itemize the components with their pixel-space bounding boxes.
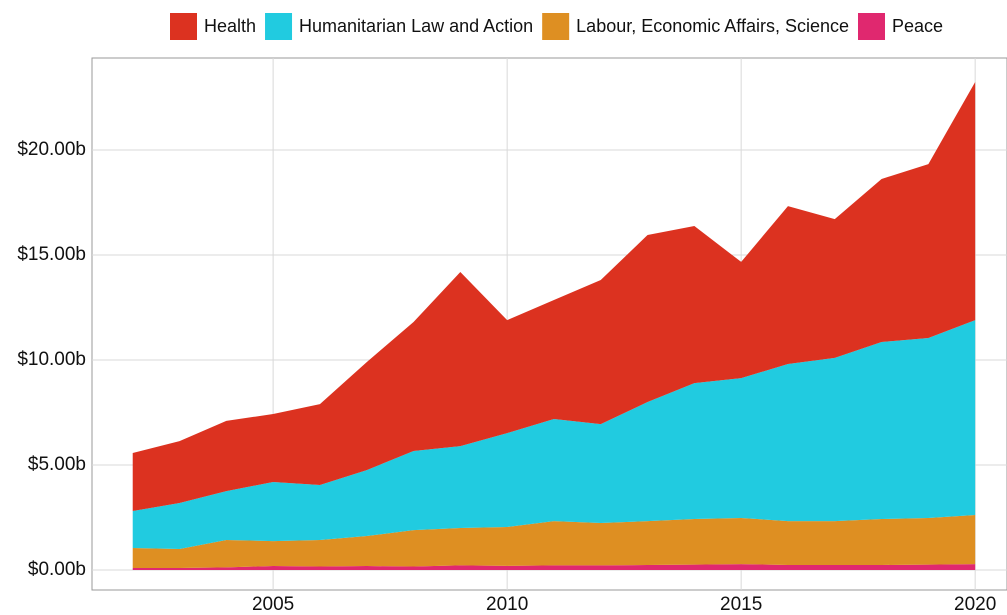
- y-tick-label: $20.00b: [17, 139, 86, 160]
- y-tick-label: $15.00b: [17, 244, 86, 265]
- x-tick-label: 2010: [486, 594, 528, 615]
- legend-label: Humanitarian Law and Action: [299, 16, 533, 36]
- legend-swatch: [265, 13, 293, 40]
- y-tick-label: $5.00b: [28, 454, 86, 475]
- legend-swatch: [858, 13, 885, 40]
- area: [132, 81, 976, 512]
- y-tick-label: $10.00b: [17, 349, 86, 370]
- area: [132, 515, 976, 568]
- legend-swatch: [170, 13, 197, 40]
- x-tick-label: 2005: [252, 594, 294, 615]
- x-tick-label: 2020: [954, 594, 996, 615]
- legend-label: Peace: [892, 16, 943, 36]
- y-tick-label: $0.00b: [28, 559, 86, 580]
- area: [132, 320, 976, 550]
- x-tick-label: 2015: [720, 594, 762, 615]
- area: [132, 564, 976, 571]
- legend-swatch: [542, 13, 570, 40]
- legend-label: Labour, Economic Affairs, Science: [576, 16, 849, 36]
- legend-label: Health: [204, 16, 256, 36]
